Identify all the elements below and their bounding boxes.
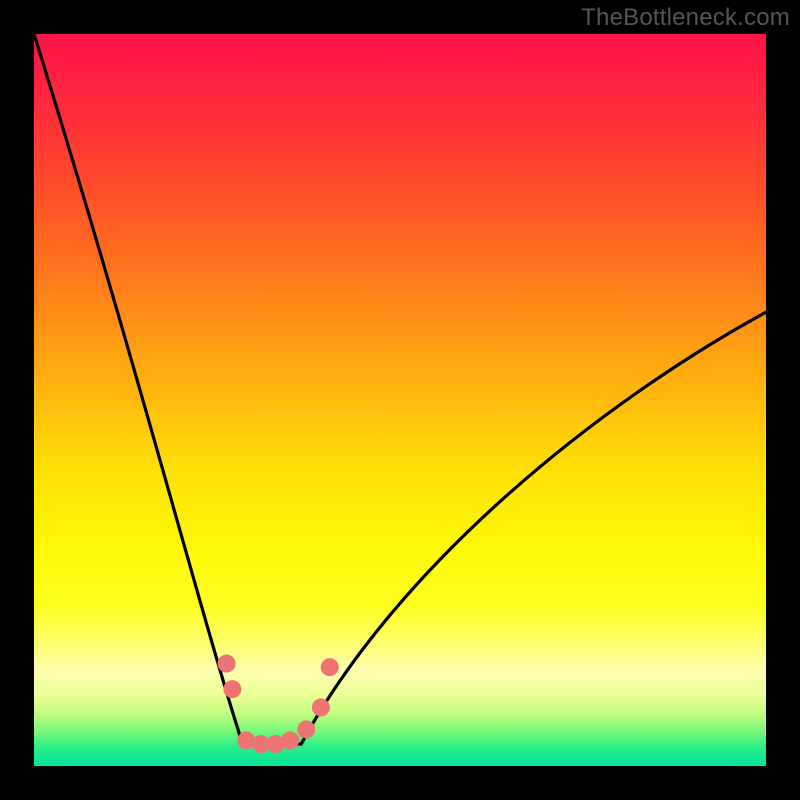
marker-point	[218, 655, 236, 673]
marker-point	[321, 658, 339, 676]
marker-point	[223, 680, 241, 698]
chart-container: TheBottleneck.com	[0, 0, 800, 800]
marker-point	[281, 731, 299, 749]
watermark-text: TheBottleneck.com	[581, 4, 790, 32]
marker-point	[312, 698, 330, 716]
bottleneck-chart	[0, 0, 800, 800]
marker-point	[297, 720, 315, 738]
